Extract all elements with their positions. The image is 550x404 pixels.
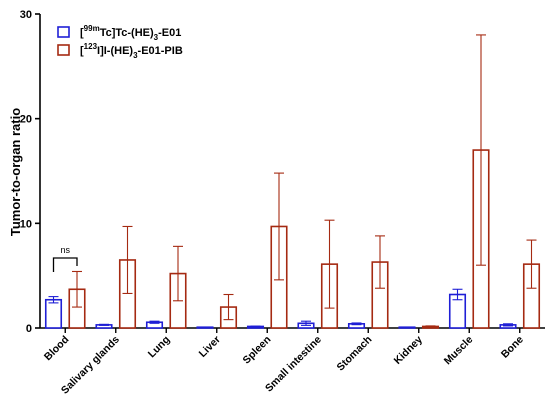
category-label: Blood bbox=[42, 334, 72, 364]
category-label: Lung bbox=[146, 334, 173, 361]
y-axis-title: Tumor-to-organ ratio bbox=[8, 108, 23, 236]
category-label: Liver bbox=[197, 334, 223, 360]
significance-bracket bbox=[52, 257, 78, 272]
legend-swatch bbox=[57, 44, 70, 56]
annotations: ns bbox=[52, 245, 78, 272]
y-tick-label: 10 bbox=[20, 218, 32, 230]
legend-entry-i: [123I]I-(HE)3-E01-PIB bbox=[57, 42, 183, 60]
bar-tc-kidney bbox=[398, 326, 416, 329]
category-label: Spleen bbox=[241, 334, 274, 367]
legend-swatch bbox=[57, 26, 70, 38]
category-label: Muscle bbox=[442, 334, 476, 368]
bar-tc-blood bbox=[44, 298, 63, 329]
significance-label: ns bbox=[60, 245, 70, 255]
category-label: Stomach bbox=[335, 334, 375, 374]
y-ticks: 0 10 20 30 bbox=[20, 9, 40, 335]
bars bbox=[44, 34, 541, 329]
y-tick-label: 20 bbox=[20, 114, 32, 126]
legend-label: [123I]I-(HE)3-E01-PIB bbox=[80, 42, 183, 60]
axes bbox=[39, 14, 545, 329]
category-label: Bone bbox=[499, 334, 526, 361]
y-tick-label: 0 bbox=[26, 323, 32, 335]
legend-label: [99mTc]Tc-(HE)3-E01 bbox=[80, 24, 181, 42]
legend-entry-tc: [99mTc]Tc-(HE)3-E01 bbox=[57, 24, 181, 42]
y-tick-label: 30 bbox=[20, 9, 32, 21]
legend: [99mTc]Tc-(HE)3-E01[123I]I-(HE)3-E01-PIB bbox=[57, 24, 183, 60]
category-label: Kidney bbox=[392, 334, 425, 367]
